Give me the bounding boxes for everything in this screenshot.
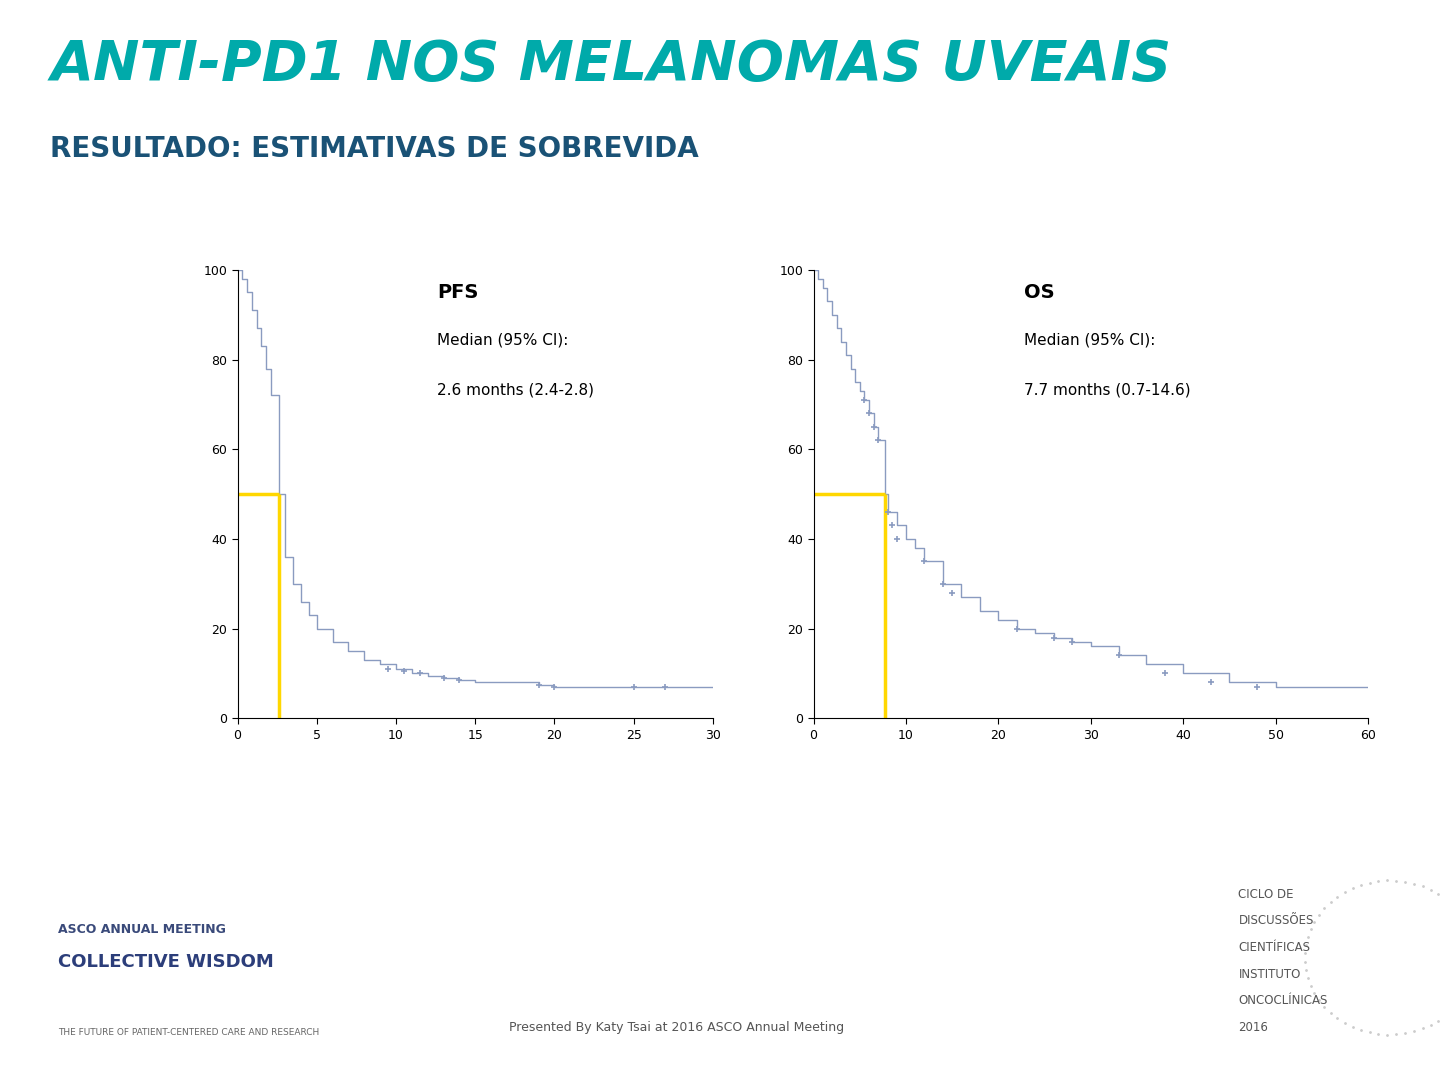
Text: CICLO DE: CICLO DE <box>1238 888 1295 901</box>
Text: A sobrevida global foi estimada em 7,7 meses.: A sobrevida global foi estimada em 7,7 m… <box>171 827 531 841</box>
Text: THE FUTURE OF PATIENT-CENTERED CARE AND RESEARCH: THE FUTURE OF PATIENT-CENTERED CARE AND … <box>58 1028 318 1037</box>
Text: RESULTADO: ESTIMATIVAS DE SOBREVIDA: RESULTADO: ESTIMATIVAS DE SOBREVIDA <box>50 135 700 163</box>
Text: •: • <box>154 825 164 843</box>
Text: INSTITUTO: INSTITUTO <box>1238 968 1300 981</box>
Text: Overall survival, %: Overall survival, % <box>770 435 785 553</box>
Text: OS: OS <box>1024 283 1056 302</box>
Text: DISCUSSÕES: DISCUSSÕES <box>1238 915 1313 928</box>
Text: A sobrevida livre de progressão foi estimada em 2,6 meses.: A sobrevida livre de progressão foi esti… <box>171 793 632 808</box>
Text: Median (95% CI):: Median (95% CI): <box>438 333 569 348</box>
Text: 7.7 months (0.7-14.6): 7.7 months (0.7-14.6) <box>1024 382 1191 397</box>
Text: Median (95% CI):: Median (95% CI): <box>1024 333 1156 348</box>
Text: COLLECTIVE WISDOM: COLLECTIVE WISDOM <box>58 953 274 971</box>
Text: Months: Months <box>441 743 510 761</box>
Text: PFS: PFS <box>438 283 478 302</box>
Text: Months: Months <box>1056 743 1126 761</box>
Text: ASCO ANNUAL MEETING: ASCO ANNUAL MEETING <box>58 923 226 936</box>
Text: 2016: 2016 <box>1238 1021 1269 1034</box>
Text: ANTI-PD1 NOS MELANOMAS UVEAIS: ANTI-PD1 NOS MELANOMAS UVEAIS <box>50 38 1172 92</box>
Text: •: • <box>154 862 164 879</box>
Text: CIENTÍFICAS: CIENTÍFICAS <box>1238 941 1310 954</box>
Text: Presented By Katy Tsai at 2016 ASCO Annual Meeting: Presented By Katy Tsai at 2016 ASCO Annu… <box>510 1021 844 1034</box>
Text: Sexo feminino e níveis de LDH normais foram detectados como variáveis de melhor : Sexo feminino e níveis de LDH normais fo… <box>171 863 916 879</box>
Text: 2.6 months (2.4-2.8): 2.6 months (2.4-2.8) <box>438 382 595 397</box>
Text: Progression-free survival, %: Progression-free survival, % <box>151 407 166 581</box>
Text: ONCOCLÍNICAS: ONCOCLÍNICAS <box>1238 994 1328 1008</box>
Text: 2016: 2016 <box>72 998 108 1012</box>
Text: •: • <box>154 792 164 809</box>
